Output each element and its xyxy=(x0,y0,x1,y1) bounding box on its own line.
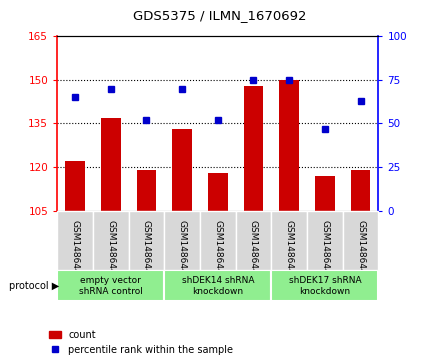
Text: GSM1486443: GSM1486443 xyxy=(178,220,187,280)
Bar xyxy=(136,170,156,211)
Bar xyxy=(65,161,85,211)
Bar xyxy=(315,176,335,211)
Text: GSM1486448: GSM1486448 xyxy=(356,220,365,280)
Bar xyxy=(244,86,263,211)
Text: GSM1486440: GSM1486440 xyxy=(70,220,80,280)
Bar xyxy=(172,129,192,211)
Bar xyxy=(200,211,236,270)
Bar xyxy=(271,211,307,270)
Bar xyxy=(57,211,93,270)
Bar xyxy=(164,270,271,301)
Text: GSM1486446: GSM1486446 xyxy=(285,220,293,280)
Bar xyxy=(343,211,378,270)
Bar xyxy=(271,270,378,301)
Bar xyxy=(208,173,227,211)
Bar xyxy=(93,211,128,270)
Text: GSM1486441: GSM1486441 xyxy=(106,220,115,280)
Bar xyxy=(128,211,164,270)
Bar xyxy=(101,118,121,211)
Text: empty vector
shRNA control: empty vector shRNA control xyxy=(79,276,143,295)
Text: GDS5375 / ILMN_1670692: GDS5375 / ILMN_1670692 xyxy=(133,9,307,22)
Text: GSM1486442: GSM1486442 xyxy=(142,220,151,280)
Bar xyxy=(57,270,164,301)
Text: shDEK14 shRNA
knockdown: shDEK14 shRNA knockdown xyxy=(182,276,254,295)
Text: GSM1486444: GSM1486444 xyxy=(213,220,222,280)
Bar xyxy=(351,170,370,211)
Text: GSM1486445: GSM1486445 xyxy=(249,220,258,280)
Bar xyxy=(236,211,271,270)
Bar xyxy=(164,211,200,270)
Legend: count, percentile rank within the sample: count, percentile rank within the sample xyxy=(49,330,233,355)
Bar xyxy=(279,80,299,211)
Bar xyxy=(307,211,343,270)
Text: shDEK17 shRNA
knockdown: shDEK17 shRNA knockdown xyxy=(289,276,361,295)
Text: protocol ▶: protocol ▶ xyxy=(9,281,59,291)
Text: GSM1486447: GSM1486447 xyxy=(320,220,330,280)
